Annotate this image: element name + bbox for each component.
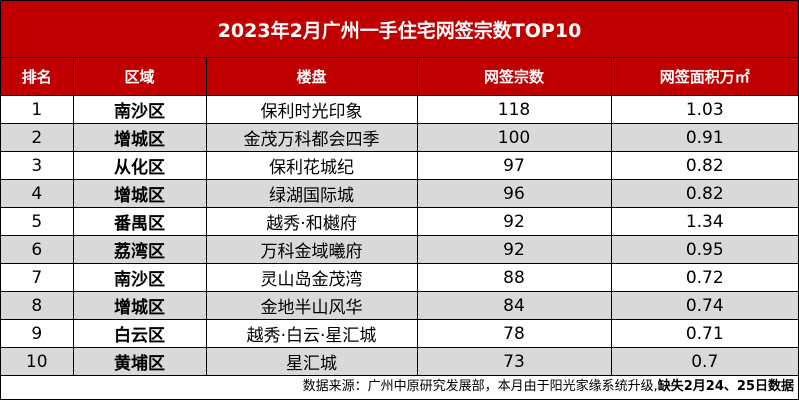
rank-cell: 2: [1, 123, 74, 152]
project-cell: 越秀·和樾府: [205, 207, 418, 236]
rank-cell: 8: [1, 291, 74, 320]
area-cell: 0.74: [610, 291, 798, 320]
deals-cell: 118: [416, 95, 612, 124]
table-row: 7 南沙区 灵山岛金茂湾 88 0.72: [1, 263, 798, 292]
area-cell: 0.7: [610, 347, 798, 376]
district-cell: 南沙区: [72, 263, 207, 292]
district-cell: 增城区: [72, 123, 207, 152]
table-row: 1 南沙区 保利时光印象 118 1.03: [1, 95, 798, 124]
district-cell: 荔湾区: [72, 235, 207, 264]
district-cell: 番禺区: [72, 207, 207, 236]
table-row: 4 增城区 绿湖国际城 96 0.82: [1, 179, 798, 208]
area-cell: 0.71: [610, 319, 798, 348]
rank-cell: 4: [1, 179, 74, 208]
col-header-district: 区域: [72, 58, 207, 96]
table-row: 9 白云区 越秀·白云·星汇城 78 0.71: [1, 319, 798, 348]
data-source-note: 数据来源：广州中原研究发展部，本月由于阳光家缘系统升级,缺失2月24、25日数据: [1, 375, 798, 399]
rank-cell: 7: [1, 263, 74, 292]
deals-cell: 88: [416, 263, 612, 292]
project-cell: 保利时光印象: [205, 95, 418, 124]
deals-cell: 97: [416, 151, 612, 180]
deals-cell: 92: [416, 235, 612, 264]
col-header-deals: 网签宗数: [416, 58, 612, 96]
district-cell: 从化区: [72, 151, 207, 180]
rank-cell: 6: [1, 235, 74, 264]
area-cell: 1.34: [610, 207, 798, 236]
header-row: 排名 区域 楼盘 网签宗数 网签面积万㎡: [1, 58, 798, 96]
table-title: 2023年2月广州一手住宅网签宗数TOP10: [1, 1, 798, 58]
rank-cell: 3: [1, 151, 74, 180]
table-row: 6 荔湾区 万科金域曦府 92 0.95: [1, 235, 798, 264]
district-cell: 增城区: [72, 291, 207, 320]
rank-cell: 5: [1, 207, 74, 236]
project-cell: 金茂万科都会四季: [205, 123, 418, 152]
district-cell: 白云区: [72, 319, 207, 348]
area-cell: 0.91: [610, 123, 798, 152]
area-cell: 0.72: [610, 263, 798, 292]
deals-cell: 100: [416, 123, 612, 152]
project-cell: 保利花城纪: [205, 151, 418, 180]
area-cell: 0.82: [610, 179, 798, 208]
source-text: 数据来源：广州中原研究发展部，本月由于阳光家缘系统升级,: [302, 379, 658, 394]
project-cell: 越秀·白云·星汇城: [205, 319, 418, 348]
col-header-project: 楼盘: [205, 58, 418, 96]
table-row: 10 黄埔区 星汇城 73 0.7: [1, 347, 798, 376]
col-header-rank: 排名: [1, 58, 74, 96]
missing-data-note: 缺失2月24、25日数据: [657, 379, 794, 394]
rank-cell: 1: [1, 95, 74, 124]
deals-cell: 73: [416, 347, 612, 376]
table-row: 3 从化区 保利花城纪 97 0.82: [1, 151, 798, 180]
ranking-table: 排名 区域 楼盘 网签宗数 网签面积万㎡ 1 南沙区 保利时光印象 118 1.…: [1, 58, 798, 376]
table-row: 2 增城区 金茂万科都会四季 100 0.91: [1, 123, 798, 152]
rank-cell: 9: [1, 319, 74, 348]
col-header-area: 网签面积万㎡: [610, 58, 798, 96]
district-cell: 增城区: [72, 179, 207, 208]
area-cell: 0.95: [610, 235, 798, 264]
project-cell: 绿湖国际城: [205, 179, 418, 208]
project-cell: 万科金域曦府: [205, 235, 418, 264]
table-row: 8 增城区 金地半山风华 84 0.74: [1, 291, 798, 320]
deals-cell: 92: [416, 207, 612, 236]
area-cell: 0.82: [610, 151, 798, 180]
project-cell: 星汇城: [205, 347, 418, 376]
area-cell: 1.03: [610, 95, 798, 124]
project-cell: 金地半山风华: [205, 291, 418, 320]
rank-cell: 10: [1, 347, 74, 376]
project-cell: 灵山岛金茂湾: [205, 263, 418, 292]
deals-cell: 78: [416, 319, 612, 348]
district-cell: 南沙区: [72, 95, 207, 124]
deals-cell: 84: [416, 291, 612, 320]
deals-cell: 96: [416, 179, 612, 208]
district-cell: 黄埔区: [72, 347, 207, 376]
table-row: 5 番禺区 越秀·和樾府 92 1.34: [1, 207, 798, 236]
